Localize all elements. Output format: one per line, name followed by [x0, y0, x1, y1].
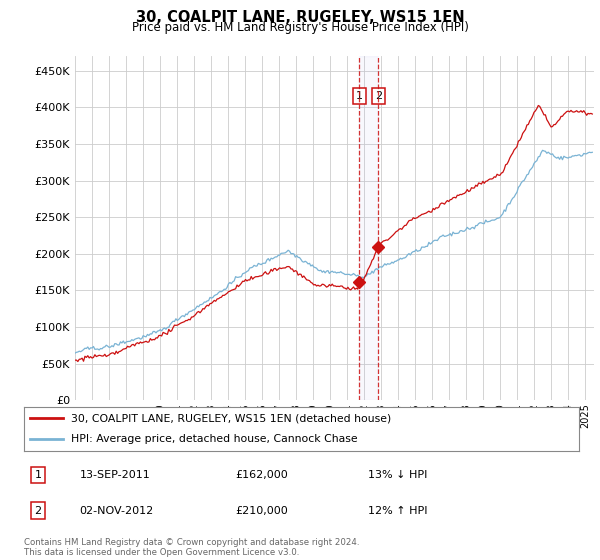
Text: 1: 1: [356, 91, 362, 101]
Text: 1: 1: [34, 470, 41, 480]
Text: Price paid vs. HM Land Registry's House Price Index (HPI): Price paid vs. HM Land Registry's House …: [131, 21, 469, 34]
Bar: [359, 56, 379, 400]
Text: 2: 2: [375, 91, 382, 101]
Text: HPI: Average price, detached house, Cannock Chase: HPI: Average price, detached house, Cann…: [71, 435, 358, 445]
Text: £210,000: £210,000: [235, 506, 287, 516]
Text: 02-NOV-2012: 02-NOV-2012: [79, 506, 154, 516]
Text: 13% ↓ HPI: 13% ↓ HPI: [368, 470, 427, 480]
Text: 13-SEP-2011: 13-SEP-2011: [79, 470, 150, 480]
Text: 30, COALPIT LANE, RUGELEY, WS15 1EN (detached house): 30, COALPIT LANE, RUGELEY, WS15 1EN (det…: [71, 413, 391, 423]
Text: Contains HM Land Registry data © Crown copyright and database right 2024.
This d: Contains HM Land Registry data © Crown c…: [24, 538, 359, 557]
Text: 12% ↑ HPI: 12% ↑ HPI: [368, 506, 428, 516]
Text: £162,000: £162,000: [235, 470, 287, 480]
Text: 2: 2: [34, 506, 41, 516]
Text: 30, COALPIT LANE, RUGELEY, WS15 1EN: 30, COALPIT LANE, RUGELEY, WS15 1EN: [136, 10, 464, 25]
